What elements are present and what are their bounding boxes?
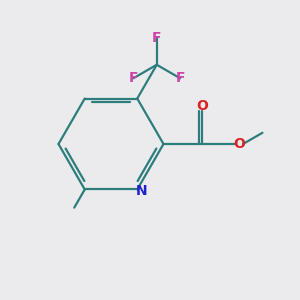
Text: O: O [233,137,245,151]
Text: F: F [176,71,185,85]
Text: F: F [152,31,161,45]
Text: O: O [196,99,208,112]
Text: F: F [129,71,138,85]
Text: N: N [136,184,148,198]
